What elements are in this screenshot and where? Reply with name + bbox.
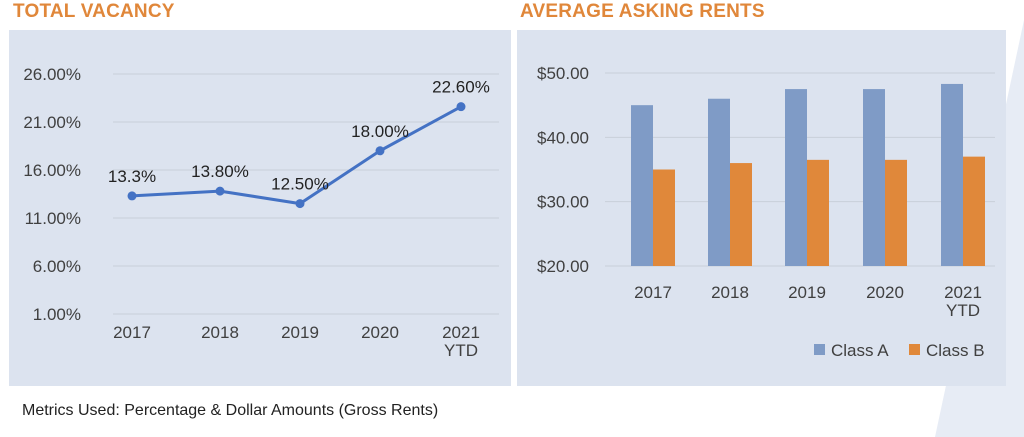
rents-y-tick-label: $20.00: [537, 257, 589, 276]
vacancy-data-point: [127, 191, 137, 201]
rents-x-tick-label: 2020: [866, 283, 904, 302]
rents-y-tick-label: $40.00: [537, 128, 589, 147]
vacancy-y-tick-label: 26.00%: [23, 65, 81, 84]
legend-class-a-label: Class A: [831, 341, 889, 360]
vacancy-data-point: [375, 146, 385, 156]
vacancy-data-point: [295, 199, 305, 209]
class-b-bar: [963, 156, 985, 266]
rents-x-tick-label: 2019: [788, 283, 826, 302]
vacancy-data-label: 13.80%: [191, 162, 249, 181]
class-b-bar: [807, 159, 829, 266]
vacancy-x-tick-label: 2018: [201, 323, 239, 342]
vacancy-data-label: 18.00%: [351, 122, 409, 141]
class-a-bar: [708, 98, 730, 266]
footnote: Metrics Used: Percentage & Dollar Amount…: [22, 402, 439, 419]
class-a-bar: [785, 89, 807, 266]
class-b-bar: [730, 163, 752, 266]
rents-chart-panel: $20.00 $30.00 $40.00 $50.00 2017 2018 2019 2020…: [517, 30, 1006, 386]
vacancy-data-label: 12.50%: [271, 175, 329, 194]
vacancy-x-tick-label: 2021 YTD: [442, 323, 480, 360]
rents-x-tick-label: 2017: [634, 283, 672, 302]
rents-y-tick-label: $50.00: [537, 64, 589, 83]
vacancy-data-point: [215, 186, 225, 196]
vacancy-y-tick-label: 16.00%: [23, 161, 81, 180]
legend-class-b-swatch: [909, 344, 920, 355]
class-b-bar: [653, 169, 675, 266]
vacancy-x-tick-label: 2020: [361, 323, 399, 342]
rents-x-tick-label: 2018: [711, 283, 749, 302]
vacancy-data-point: [456, 102, 466, 112]
vacancy-x-tick-label: 2017: [113, 323, 151, 342]
rents-y-tick-label: $30.00: [537, 193, 589, 212]
vacancy-y-tick-label: 21.00%: [23, 113, 81, 132]
vacancy-y-tick-label: 1.00%: [33, 305, 81, 324]
rents-x-tick-label: 2021 YTD: [944, 283, 982, 320]
class-a-bar: [631, 105, 653, 267]
vacancy-y-tick-label: 11.00%: [25, 209, 81, 228]
rents-bar-chart: $20.00 $30.00 $40.00 $50.00 2017 2018 2019 2020…: [537, 64, 995, 360]
rents-chart-title: AVERAGE ASKING RENTS: [520, 1, 765, 22]
vacancy-line-chart: 1.00% 6.00% 11.00% 16.00% 21.00% 26.00% 2017 20…: [23, 65, 499, 360]
vacancy-x-tick-label: 2019: [281, 323, 319, 342]
legend-class-b-label: Class B: [926, 341, 985, 360]
class-b-bar: [885, 159, 907, 266]
vacancy-data-label: 22.60%: [432, 78, 490, 97]
legend-class-a-swatch: [814, 344, 825, 355]
vacancy-y-tick-label: 6.00%: [33, 257, 81, 276]
vacancy-chart-panel: 1.00% 6.00% 11.00% 16.00% 21.00% 26.00% 2017 20…: [9, 30, 511, 386]
class-a-bar: [863, 89, 885, 266]
vacancy-data-label: 13.3%: [108, 167, 156, 186]
class-a-bar: [941, 83, 963, 266]
vacancy-chart-title: TOTAL VACANCY: [13, 1, 175, 22]
